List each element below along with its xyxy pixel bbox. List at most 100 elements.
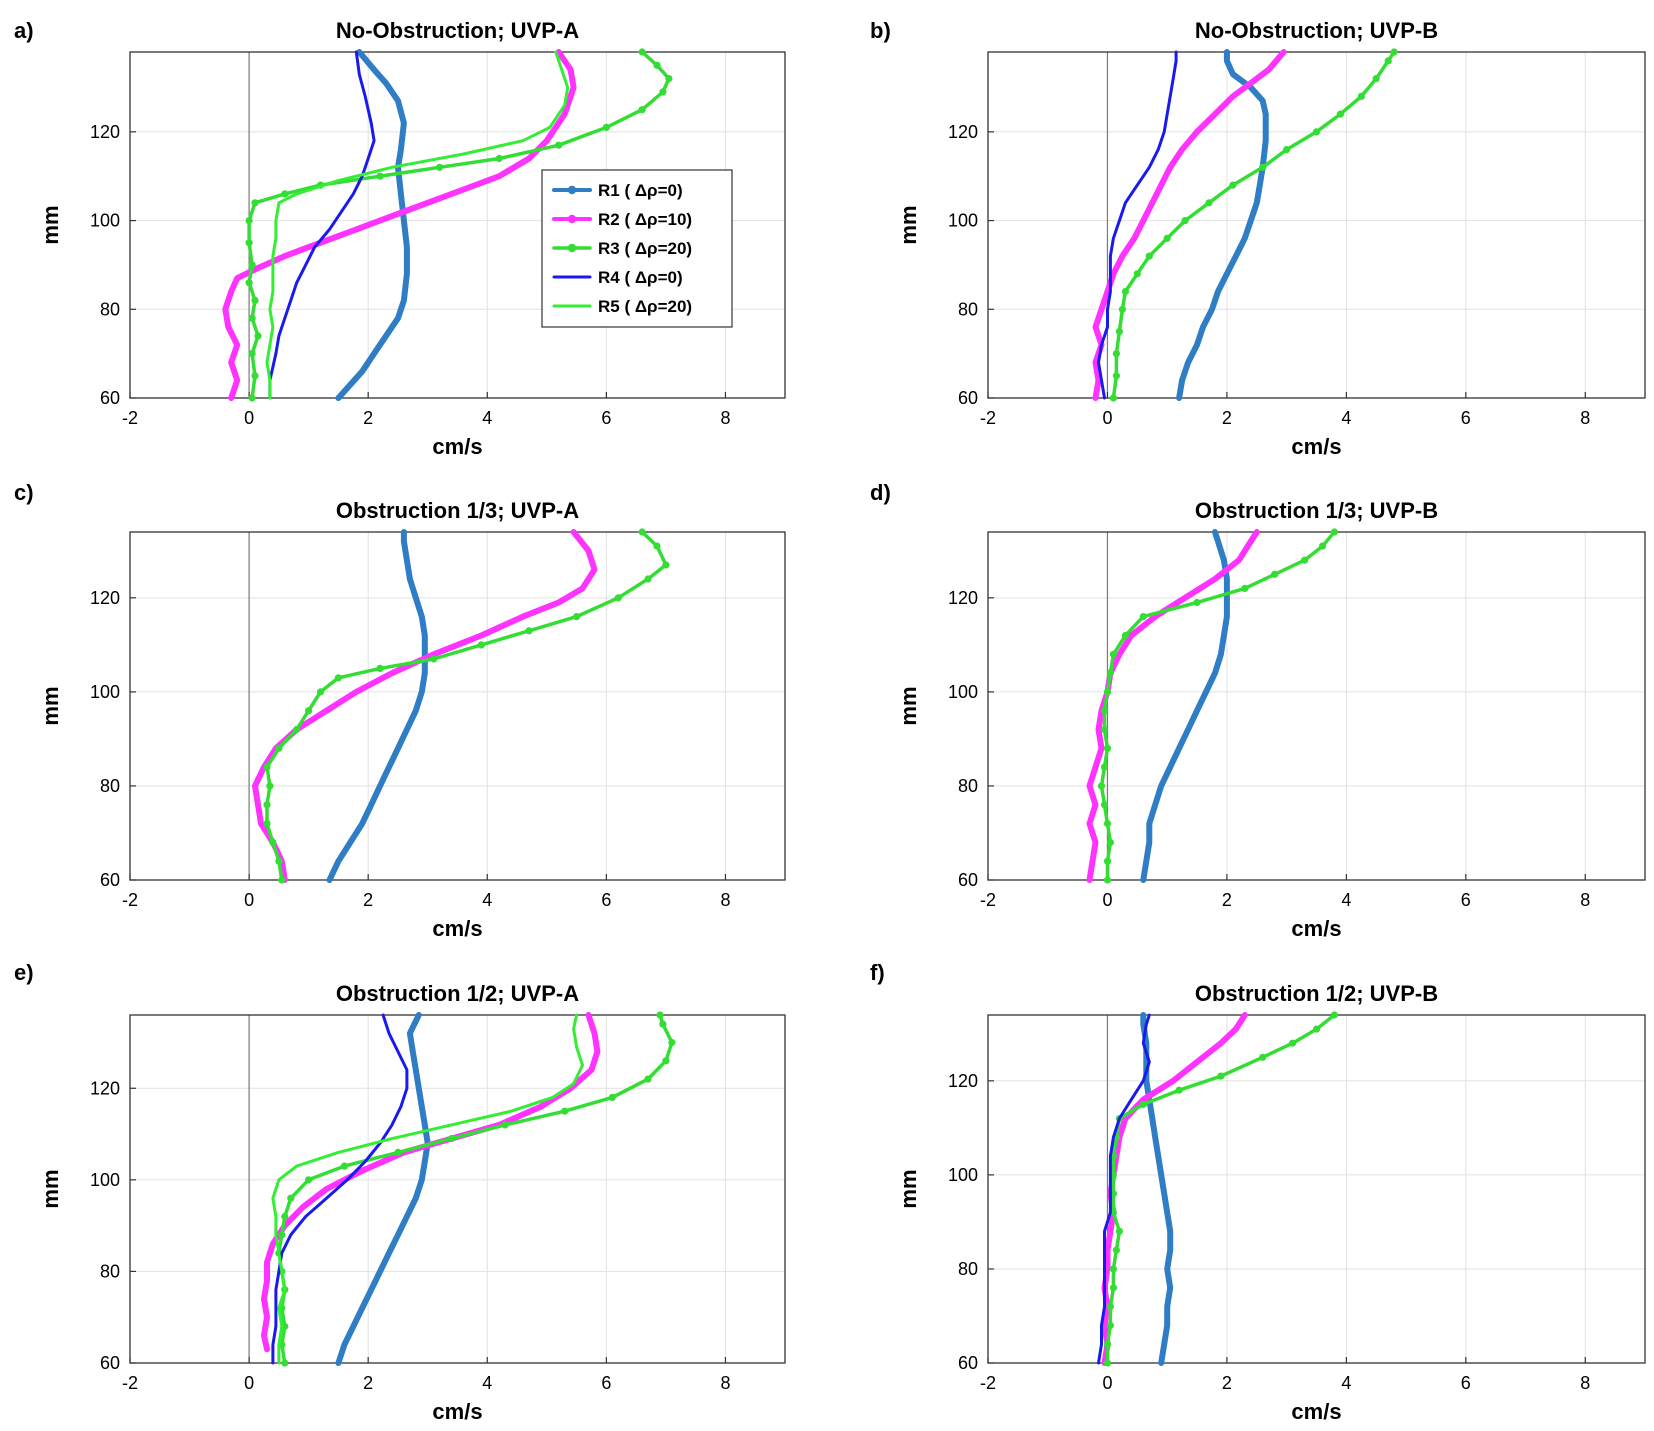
series-line-r3: [1111, 50, 1396, 400]
series-point-r3: [251, 296, 259, 304]
series-line-r1: [1176, 49, 1269, 401]
x-axis-label: cm/s: [1291, 434, 1341, 459]
y-tick-label: 60: [958, 388, 978, 408]
series-point-r3: [1181, 217, 1189, 225]
series-point-r3: [1259, 1053, 1267, 1061]
panel-title: Obstruction 1/2; UVP-B: [1195, 981, 1438, 1006]
series-point-r3: [1100, 725, 1109, 734]
legend-marker-r3: [567, 243, 577, 253]
series-point-r3: [275, 744, 283, 752]
y-tick-label: 80: [100, 776, 120, 796]
x-tick-label: -2: [980, 408, 996, 428]
series-line-r1: [335, 1012, 431, 1366]
x-tick-label: 8: [1580, 890, 1590, 910]
series-point-r3: [1301, 556, 1309, 564]
y-tick-label: 80: [100, 299, 120, 319]
series-point-r3: [1115, 1227, 1123, 1235]
series-point-r3: [263, 763, 271, 771]
series-line-r1: [1140, 1012, 1174, 1366]
y-axis-label: mm: [38, 686, 63, 725]
series-line-r2: [261, 1012, 601, 1353]
series-point-r3: [1109, 1265, 1117, 1273]
series-point-r3: [653, 61, 661, 69]
x-tick-label: 0: [244, 408, 254, 428]
x-tick-label: 4: [482, 890, 492, 910]
series-point-r3: [248, 350, 256, 358]
x-axis-label: cm/s: [432, 1399, 482, 1424]
x-tick-label: 2: [1222, 1373, 1232, 1393]
x-tick-label: 4: [1341, 890, 1351, 910]
y-tick-label: 100: [90, 211, 120, 231]
series-line-r1: [335, 49, 410, 401]
plot-frame: [987, 531, 1646, 881]
series-point-r3: [430, 655, 438, 663]
x-tick-label: 8: [1580, 408, 1590, 428]
series-point-r3: [665, 75, 673, 83]
series-point-r3: [251, 372, 259, 380]
panel-5: -2 0 2 4 6 8 60 80 100 120 Obstruction 1/2; UVP-A e…: [14, 960, 786, 1424]
series-point-r3: [659, 1020, 667, 1028]
y-tick-label: 120: [90, 122, 120, 142]
y-tick-label: 60: [100, 870, 120, 890]
series-point-r3: [573, 613, 581, 621]
series-point-r3: [477, 641, 485, 649]
panel-title: Obstruction 1/3; UVP-B: [1195, 498, 1438, 523]
x-tick-label: 8: [720, 1373, 730, 1393]
series-point-r3: [561, 1107, 569, 1115]
series-point-r3: [248, 261, 256, 269]
x-tick-label: -2: [980, 890, 996, 910]
series-line-r4: [1097, 50, 1178, 400]
series-point-r3: [1336, 110, 1344, 118]
x-tick-label: 2: [1222, 890, 1232, 910]
x-tick-label: -2: [980, 1373, 996, 1393]
y-tick-label: 100: [90, 1170, 120, 1190]
panel-letter: a): [14, 18, 34, 43]
series-point-r3: [245, 279, 253, 287]
plot-frame: [987, 51, 1646, 399]
y-axis-label: mm: [896, 205, 921, 244]
legend-label-r5: R5 ( Δρ=20): [598, 297, 692, 316]
plot-frame: [987, 1014, 1646, 1364]
x-tick-label: 4: [482, 408, 492, 428]
panel-letter: e): [14, 960, 34, 985]
series-point-r3: [1109, 394, 1117, 402]
x-axis-label: cm/s: [432, 434, 482, 459]
series-point-r3: [278, 876, 286, 884]
series-point-r3: [1103, 1340, 1112, 1348]
series-point-r3: [436, 163, 444, 171]
x-tick-label: 4: [1341, 1373, 1351, 1393]
series-point-r3: [1103, 820, 1112, 828]
x-tick-label: 6: [601, 408, 611, 428]
series-point-r3: [659, 88, 667, 96]
y-tick-label: 120: [90, 588, 120, 608]
series-point-r3: [1139, 1100, 1147, 1108]
series-point-r3: [1103, 688, 1112, 696]
y-tick-label: 80: [958, 776, 978, 796]
y-tick-label: 60: [100, 388, 120, 408]
series-point-r3: [638, 528, 646, 536]
series-point-r3: [1106, 669, 1114, 677]
plot-frame: [129, 51, 786, 399]
series-point-r3: [278, 1231, 286, 1239]
series-point-r3: [638, 106, 646, 114]
series-point-r3: [1259, 163, 1267, 171]
series-point-r3: [305, 1176, 313, 1184]
series-line-r1: [326, 529, 428, 883]
panel-letter: f): [870, 960, 885, 985]
series-point-r3: [1106, 1303, 1114, 1311]
x-tick-label: 4: [1341, 408, 1351, 428]
legend-label-r1: R1 ( Δρ=0): [598, 181, 683, 200]
series-line-r2: [1092, 49, 1287, 401]
series-line-r4: [1097, 1013, 1151, 1365]
series-point-r3: [608, 1093, 616, 1101]
x-tick-label: 6: [601, 890, 611, 910]
series-point-r3: [1330, 1011, 1338, 1019]
series-point-r3: [1109, 650, 1117, 658]
series-point-r3: [245, 239, 253, 247]
series-point-r3: [1318, 542, 1327, 550]
legend: R1 ( Δρ=0) R2 ( Δρ=10) R3 ( Δρ=20) R4 ( Δρ=…: [541, 169, 733, 328]
x-tick-label: -2: [122, 890, 138, 910]
y-axis-label: mm: [896, 686, 921, 725]
series-point-r3: [248, 394, 256, 402]
x-tick-label: 6: [1461, 890, 1471, 910]
